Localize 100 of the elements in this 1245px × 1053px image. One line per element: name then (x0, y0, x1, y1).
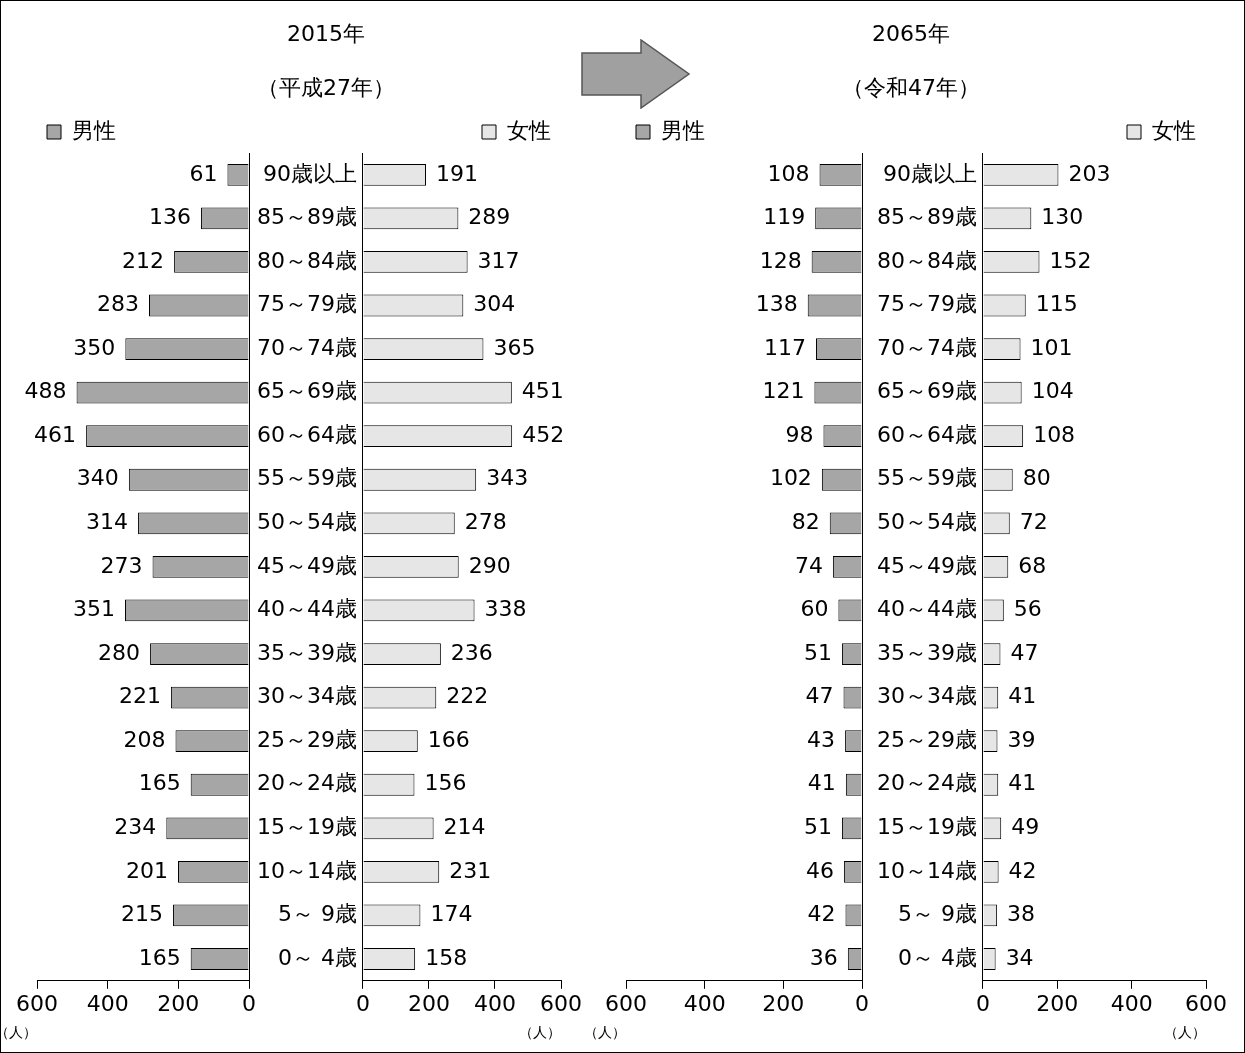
y-tick-label: 40～44歳 (876, 596, 977, 622)
data-label: 119 (763, 204, 806, 230)
data-label: 49 (1011, 814, 1040, 840)
y-tick-label: 65～69歳 (876, 378, 977, 404)
data-label: 121 (762, 378, 805, 404)
data-label: 191 (436, 160, 479, 186)
y-tick-label: 5～ 9歳 (277, 901, 357, 927)
data-label: 56 (1013, 596, 1042, 622)
y-tick-label: 40～44歳 (256, 596, 357, 622)
data-label: 41 (1008, 770, 1037, 796)
legend-label: 男性 (72, 117, 116, 143)
y-tick-label: 20～24歳 (256, 770, 357, 796)
y-tick-label: 35～39歳 (256, 639, 357, 665)
data-label: 212 (122, 247, 165, 273)
data-label: 43 (807, 726, 836, 752)
data-label: 74 (794, 552, 823, 578)
data-label: 101 (1030, 334, 1073, 360)
x-tick-label: 600 (1185, 990, 1227, 1016)
data-label: 278 (464, 509, 507, 535)
y-tick-label: 60～64歳 (876, 421, 977, 447)
data-label: 340 (76, 465, 119, 491)
data-label: 214 (443, 814, 486, 840)
y-tick-label: 45～49歳 (256, 552, 357, 578)
data-label: 452 (522, 421, 565, 447)
data-label: 115 (1035, 291, 1078, 317)
chart-title: 2015年 (286, 20, 366, 48)
chart-subtitle: （平成27年） (256, 74, 396, 102)
data-label: 108 (767, 160, 810, 186)
y-tick-label: 25～29歳 (256, 726, 357, 752)
data-label: 117 (763, 334, 806, 360)
y-tick-label: 10～14歳 (256, 857, 357, 883)
data-label: 47 (1010, 639, 1039, 665)
x-tick-label: 200 (762, 990, 805, 1016)
y-tick-label: 0～ 4歳 (897, 944, 977, 970)
data-label: 41 (1008, 683, 1037, 709)
data-label: 350 (73, 334, 116, 360)
x-axis-title: （人） (1164, 1024, 1206, 1041)
data-label: 166 (427, 726, 470, 752)
data-label: 156 (424, 770, 467, 796)
data-label: 68 (1018, 552, 1047, 578)
y-tick-label: 90歳以上 (262, 160, 357, 186)
data-label: 42 (1008, 857, 1037, 883)
y-tick-label: 45～49歳 (876, 552, 977, 578)
legend-label: 男性 (661, 117, 705, 143)
data-label: 104 (1031, 378, 1074, 404)
data-label: 165 (138, 944, 181, 970)
x-tick-label: 600 (605, 990, 647, 1016)
data-label: 138 (755, 291, 798, 317)
x-tick-label: 600 (540, 990, 582, 1016)
y-tick-label: 80～84歳 (876, 247, 977, 273)
data-label: 304 (473, 291, 516, 317)
data-label: 152 (1049, 247, 1092, 273)
y-tick-label: 70～74歳 (876, 334, 977, 360)
data-label: 283 (97, 291, 140, 317)
y-tick-label: 30～34歳 (256, 683, 357, 709)
data-label: 273 (100, 552, 143, 578)
x-tick-label: 400 (683, 990, 726, 1016)
data-label: 42 (807, 901, 836, 927)
data-label: 82 (791, 509, 820, 535)
data-label: 317 (477, 247, 520, 273)
x-tick-label: 0 (975, 990, 990, 1016)
x-tick-label: 200 (157, 990, 200, 1016)
y-tick-label: 65～69歳 (256, 378, 357, 404)
y-tick-label: 0～ 4歳 (277, 944, 357, 970)
data-label: 289 (468, 204, 511, 230)
data-label: 47 (805, 683, 834, 709)
y-tick-label: 30～34歳 (876, 683, 977, 709)
y-tick-label: 10～14歳 (876, 857, 977, 883)
x-tick-label: 400 (474, 990, 516, 1016)
y-tick-label: 35～39歳 (876, 639, 977, 665)
data-label: 208 (123, 726, 166, 752)
y-tick-label: 90歳以上 (882, 160, 977, 186)
y-tick-label: 85～89歳 (876, 204, 977, 230)
data-label: 72 (1019, 509, 1048, 535)
data-label: 222 (446, 683, 489, 709)
x-axis-title: （人） (584, 1024, 626, 1041)
x-tick-label: 200 (1036, 990, 1079, 1016)
data-label: 461 (34, 421, 77, 447)
data-label: 165 (138, 770, 181, 796)
y-tick-label: 20～24歳 (876, 770, 977, 796)
y-tick-label: 25～29歳 (876, 726, 977, 752)
data-label: 46 (805, 857, 834, 883)
y-tick-label: 55～59歳 (876, 465, 977, 491)
data-label: 351 (72, 596, 115, 622)
y-tick-label: 85～89歳 (256, 204, 357, 230)
x-tick-label: 400 (86, 990, 129, 1016)
data-label: 231 (449, 857, 492, 883)
x-tick-label: 600 (16, 990, 58, 1016)
data-label: 98 (785, 421, 814, 447)
y-tick-label: 15～19歳 (876, 814, 977, 840)
legend-label: 女性 (1152, 117, 1196, 143)
chart-title: 2065年 (871, 20, 951, 48)
y-tick-label: 50～54歳 (876, 509, 977, 535)
data-label: 203 (1068, 160, 1111, 186)
y-tick-label: 60～64歳 (256, 421, 357, 447)
data-label: 39 (1007, 726, 1036, 752)
data-label: 174 (430, 901, 473, 927)
data-label: 451 (521, 378, 564, 404)
data-label: 221 (118, 683, 161, 709)
data-label: 61 (189, 160, 218, 186)
